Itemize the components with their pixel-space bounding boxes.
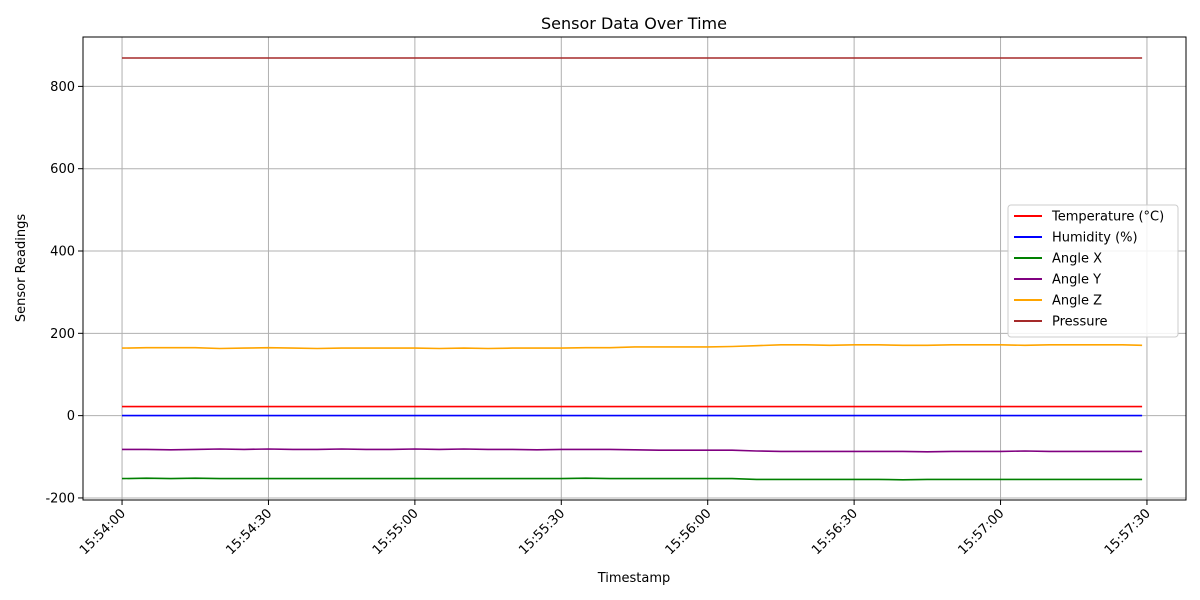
- legend: Temperature (°C) Humidity (%) Angle X Angle…: [1007, 204, 1179, 338]
- plot-frame: [82, 36, 1187, 501]
- legend-label: Pressure: [1052, 315, 1108, 330]
- y-tick-label: -200: [45, 491, 75, 506]
- series-line-4: [121, 343, 1143, 350]
- series-lines: [121, 57, 1143, 481]
- legend-box: [1007, 204, 1179, 338]
- legend-label: Angle X: [1052, 252, 1102, 267]
- legend-label: Angle Z: [1052, 294, 1102, 309]
- series-line-2: [121, 477, 1143, 481]
- y-axis-title: Sensor Readings: [14, 214, 29, 322]
- y-tick-label: 800: [50, 80, 75, 95]
- y-tick-label: 0: [67, 409, 75, 424]
- y-tick-label: 400: [50, 245, 75, 260]
- y-tick-label: 200: [50, 327, 75, 342]
- series-line-3: [122, 448, 1143, 453]
- x-axis-title: Timestamp: [597, 571, 671, 586]
- legend-label: Angle Y: [1052, 273, 1101, 288]
- y-tick-label: 600: [50, 162, 75, 177]
- legend-label: Humidity (%): [1052, 231, 1138, 246]
- y-axis-ticks: -200 0 200 400 600 800: [45, 80, 83, 506]
- chart-title: Sensor Data Over Time: [541, 14, 727, 33]
- legend-label: Temperature (°C): [1051, 210, 1164, 225]
